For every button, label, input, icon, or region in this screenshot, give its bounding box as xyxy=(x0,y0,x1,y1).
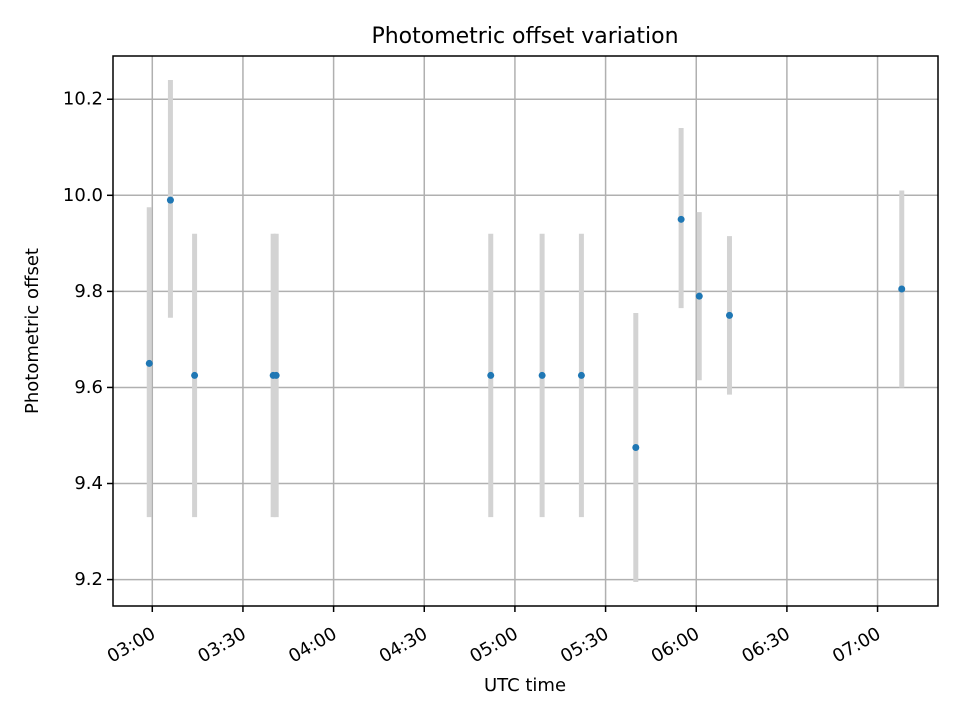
data-point xyxy=(272,371,280,379)
data-point xyxy=(487,371,495,379)
grid xyxy=(113,56,938,606)
y-tick-label: 9.8 xyxy=(74,281,103,302)
data-point xyxy=(577,371,585,379)
y-tick-label: 9.6 xyxy=(74,377,103,398)
data-point xyxy=(538,371,546,379)
y-tick-label: 10.2 xyxy=(63,89,103,110)
data-points xyxy=(145,196,906,451)
plot-frame xyxy=(112,55,939,607)
data-point xyxy=(898,285,906,293)
y-tick-label: 10.0 xyxy=(63,185,103,206)
data-point xyxy=(695,292,703,300)
data-point xyxy=(166,196,174,204)
y-tick-label: 9.4 xyxy=(74,473,103,494)
data-point xyxy=(725,311,733,319)
y-axis-ticks: 9.2 9.4 9.6 9.8 10.0 10.2 xyxy=(63,89,113,590)
data-point xyxy=(632,443,640,451)
chart-title: Photometric offset variation xyxy=(371,24,678,49)
data-point xyxy=(145,359,153,367)
y-tick-label: 9.2 xyxy=(74,569,103,590)
y-axis-label: Photometric offset xyxy=(22,248,43,414)
data-point xyxy=(677,215,685,223)
x-axis-label: UTC time xyxy=(484,675,566,696)
data-point xyxy=(191,371,199,379)
